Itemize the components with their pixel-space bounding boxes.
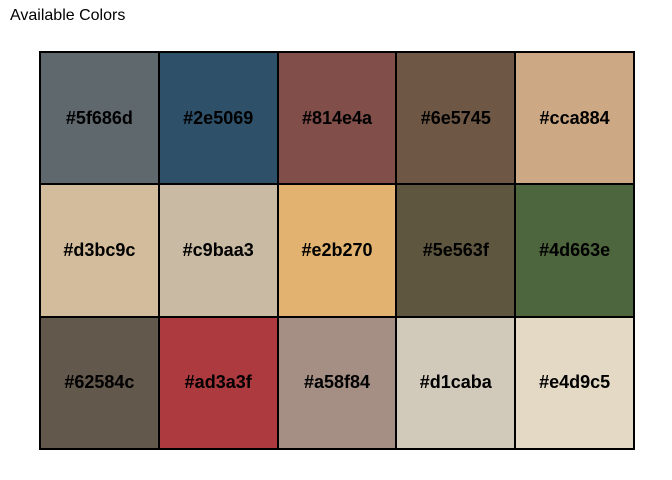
color-swatch[interactable]: #e4d9c5 — [516, 317, 635, 450]
swatch-hex-label: #e4d9c5 — [539, 372, 611, 393]
swatch-hex-label: #a58f84 — [303, 372, 371, 393]
swatch-hex-label: #d1caba — [419, 372, 492, 393]
swatch-hex-label: #5e563f — [422, 239, 489, 260]
color-swatch[interactable]: #2e5069 — [159, 53, 279, 186]
swatch-hex-label: #814e4a — [301, 107, 373, 128]
color-swatch[interactable]: #e2b270 — [278, 185, 398, 318]
color-swatch[interactable]: #4d663e — [516, 185, 635, 318]
color-swatch[interactable]: #5e563f — [397, 185, 517, 318]
color-swatch[interactable]: #c9baa3 — [159, 185, 279, 318]
color-swatch[interactable]: #a58f84 — [278, 317, 398, 450]
swatch-hex-label: #c9baa3 — [182, 239, 254, 260]
color-swatch[interactable]: #ad3a3f — [159, 317, 279, 450]
color-swatch-grid: #5f686d #2e5069 #814e4a #6e5745 #cca884 … — [39, 51, 635, 450]
color-swatch[interactable]: #d1caba — [397, 317, 517, 450]
swatch-hex-label: #6e5745 — [420, 107, 491, 128]
swatch-hex-label: #e2b270 — [301, 239, 373, 260]
swatch-hex-label: #d3bc9c — [63, 239, 136, 260]
page-title: Available Colors — [10, 7, 126, 24]
swatch-hex-label: #5f686d — [65, 107, 133, 128]
color-swatch[interactable]: #d3bc9c — [41, 185, 160, 318]
color-swatch[interactable]: #62584c — [41, 317, 160, 450]
swatch-hex-label: #ad3a3f — [184, 372, 252, 393]
color-swatch[interactable]: #6e5745 — [397, 53, 517, 186]
swatch-hex-label: #4d663e — [539, 239, 611, 260]
swatch-hex-label: #2e5069 — [183, 107, 254, 128]
color-swatch[interactable]: #5f686d — [41, 53, 160, 186]
swatch-hex-label: #62584c — [64, 372, 135, 393]
color-swatch[interactable]: #cca884 — [516, 53, 635, 186]
color-swatch[interactable]: #814e4a — [278, 53, 398, 186]
swatch-hex-label: #cca884 — [539, 107, 610, 128]
